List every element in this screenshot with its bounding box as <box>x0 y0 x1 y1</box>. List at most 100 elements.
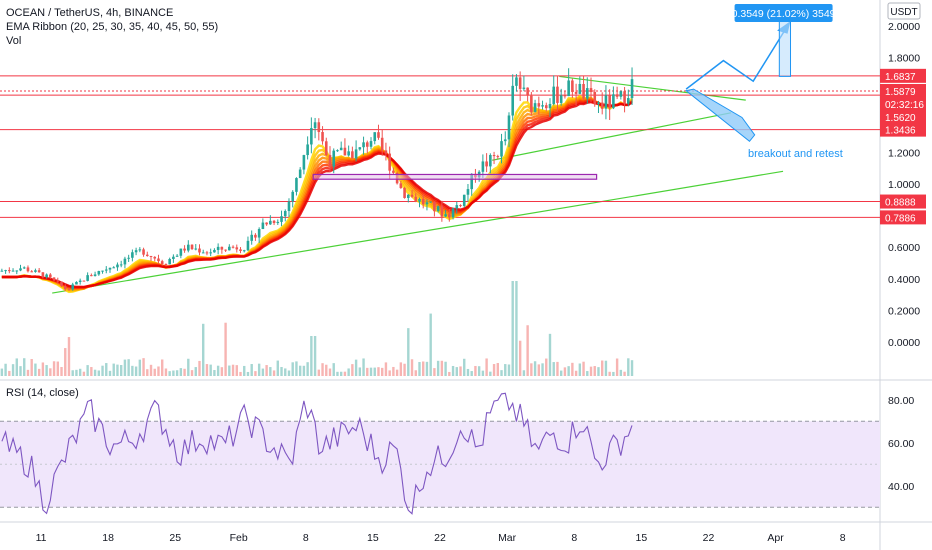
candle-body <box>250 234 253 241</box>
volume-bar <box>444 361 447 376</box>
volume-bar <box>213 370 216 376</box>
price-tag-label[interactable]: 1.6837 <box>885 72 916 83</box>
price-tick-label: 1.0000 <box>888 179 920 191</box>
price-tag-bg <box>880 122 926 137</box>
volume-bar <box>526 325 529 376</box>
rsi-legend[interactable]: RSI (14, close) <box>6 387 79 399</box>
volume-bar <box>157 366 160 376</box>
ema-line <box>1 98 633 290</box>
candle-body <box>533 103 537 112</box>
candle-body <box>220 246 224 250</box>
candle-body <box>489 155 492 167</box>
price-tag-label[interactable]: 02:32:16 <box>885 100 924 111</box>
symbol-title[interactable]: OCEAN / TetherUS, 4h, BINANCE <box>6 7 174 19</box>
price-tag-label[interactable]: 1.5620 <box>885 113 916 124</box>
volume-bar <box>418 362 421 376</box>
volume-bar <box>567 366 570 376</box>
volume-bar <box>138 359 142 376</box>
volume-bar <box>466 368 470 376</box>
candle-body <box>134 250 138 253</box>
candle-body <box>4 270 7 272</box>
candle-body <box>287 201 291 212</box>
volume-bar <box>90 367 93 376</box>
price-axis[interactable]: 2.00001.80001.40001.20001.00000.60000.40… <box>880 2 926 349</box>
channel-lower-trendline[interactable] <box>492 112 731 161</box>
measure-box[interactable] <box>778 20 792 77</box>
horizontal-levels[interactable] <box>0 75 880 218</box>
time-tick-label: Apr <box>767 532 784 544</box>
volume-bar <box>119 365 123 376</box>
volume-bar <box>97 370 101 376</box>
candle-body <box>354 149 358 159</box>
candle-body <box>515 77 518 86</box>
volume-bar <box>284 368 287 376</box>
candle-body <box>112 267 116 269</box>
candle-body <box>403 188 406 198</box>
time-axis[interactable]: 11 18 25 Feb 8 15 22 Mar 8 15 22 Apr 8 <box>36 532 846 544</box>
projection-path[interactable] <box>685 20 792 90</box>
volume-bar <box>194 367 197 376</box>
volume-bar <box>37 368 41 376</box>
volume-legend[interactable]: Vol <box>6 35 22 47</box>
candle-body <box>56 280 60 282</box>
volume-bar <box>336 371 339 376</box>
candle-body <box>90 275 93 277</box>
ema-ribbon-legend[interactable]: EMA Ribbon (20, 25, 30, 35, 40, 45, 50, … <box>6 21 219 33</box>
candle-body <box>295 178 298 192</box>
currency-badge-bg[interactable] <box>887 2 921 20</box>
candle-body <box>336 150 339 152</box>
volume-bar <box>589 366 593 376</box>
volume-bar <box>205 364 209 376</box>
currency-badge[interactable]: USDT <box>890 7 917 18</box>
price-tick-label: 1.8000 <box>888 52 920 64</box>
consolidation-box[interactable] <box>312 173 598 180</box>
candle-body <box>351 151 354 159</box>
candle-body <box>377 132 380 138</box>
support-trendline[interactable] <box>52 170 784 294</box>
volume-bar <box>261 368 265 376</box>
volume-bar <box>105 363 108 376</box>
candle-body <box>67 289 71 291</box>
price-tag-label[interactable]: 1.5879 <box>885 87 916 98</box>
breakout-annotation[interactable]: breakout and retest <box>748 148 843 160</box>
candle-body <box>34 270 37 272</box>
price-tag-label[interactable]: 0.7886 <box>885 213 916 224</box>
drawings-layer[interactable]: breakout and retest 0.3549 (21.02%) 3549 <box>312 4 843 180</box>
candle-body <box>462 194 466 206</box>
volume-bar <box>257 363 261 376</box>
rsi-tick-label: 80.00 <box>888 395 914 407</box>
candle-body <box>283 211 287 217</box>
price-tick-label: 0.4000 <box>888 274 920 286</box>
volume-bar <box>101 365 104 376</box>
legend: OCEAN / TetherUS, 4h, BINANCE EMA Ribbon… <box>6 6 218 48</box>
volume-bar <box>60 366 63 376</box>
price-tag-bg <box>880 109 926 124</box>
candle-body <box>8 270 11 272</box>
volume-bar <box>172 370 175 376</box>
volume-bar <box>75 369 78 376</box>
candle-body <box>604 95 608 109</box>
channel-upper-trendline[interactable] <box>559 75 746 101</box>
price-tag-label[interactable]: 0.8888 <box>885 198 916 209</box>
trendlines-layer[interactable] <box>52 75 784 294</box>
candle-body <box>418 199 421 202</box>
volume-bar <box>78 368 82 376</box>
candle-body <box>52 277 56 281</box>
candle-body <box>537 103 541 107</box>
volume-bar <box>403 363 406 376</box>
volume-bar <box>19 366 22 376</box>
volume-bar <box>343 371 347 376</box>
price-tag-label[interactable]: 1.3436 <box>885 126 916 137</box>
volume-bar <box>627 358 630 376</box>
breakout-arrow[interactable] <box>684 88 756 142</box>
volume-bar <box>574 370 578 376</box>
volume-bar <box>630 360 634 376</box>
measure-label[interactable]: 0.3549 (21.02%) 3549 <box>732 8 836 20</box>
candle-body <box>164 264 168 266</box>
candle-body <box>500 141 503 157</box>
volume-bar <box>373 367 376 376</box>
candle-body <box>78 280 82 282</box>
volume-bar <box>86 365 89 376</box>
volume-bar <box>142 358 145 376</box>
